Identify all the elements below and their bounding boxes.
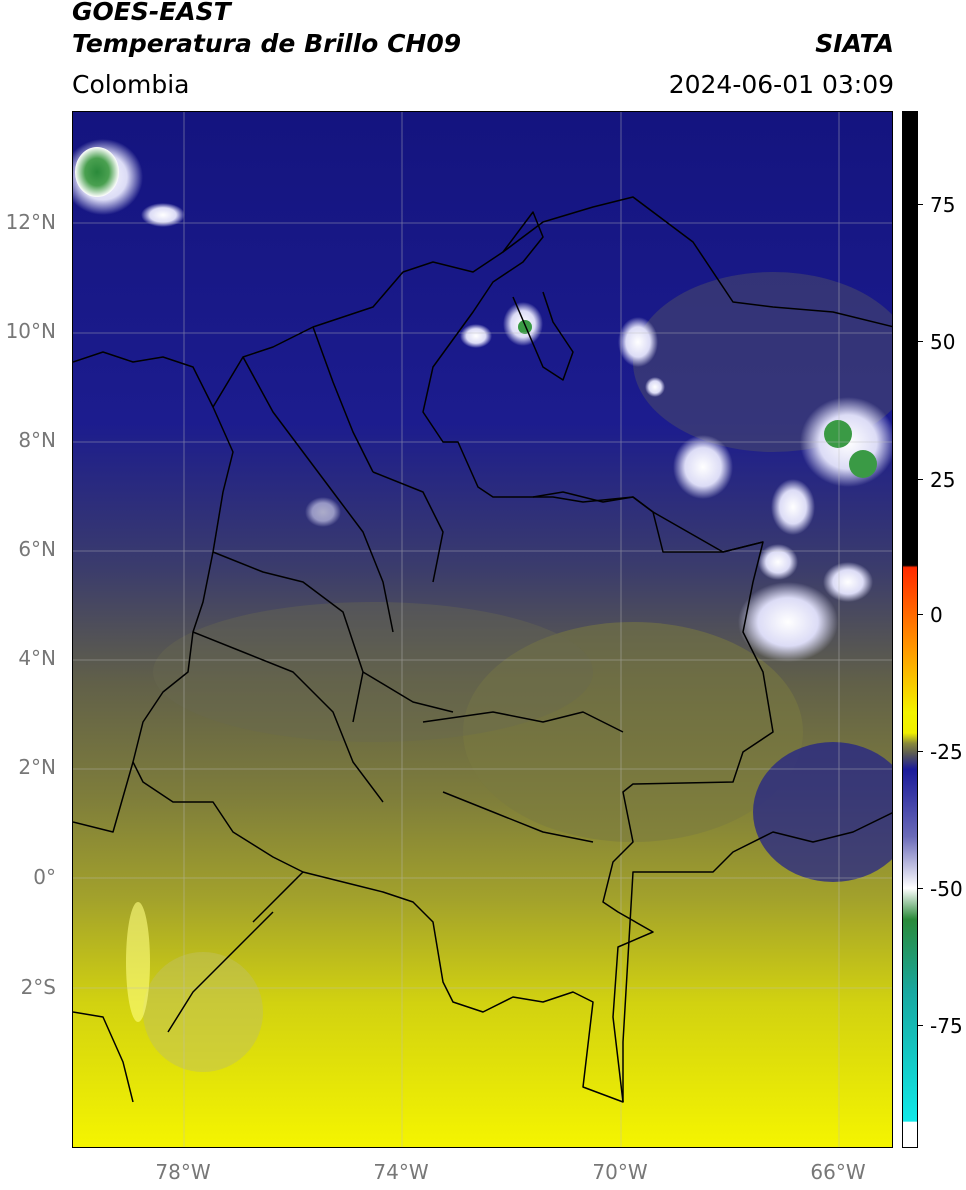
cloud-top (771, 479, 815, 535)
cloud-top (645, 377, 665, 397)
field-patch (753, 742, 892, 882)
colorbar-label: -75 (930, 1014, 963, 1038)
cloud-core (518, 320, 532, 334)
graticule (73, 112, 892, 1147)
cloud-top (673, 435, 733, 499)
lat-label: 2°N (18, 755, 56, 779)
lon-label: 66°W (810, 1160, 866, 1184)
brand-label: SIATA (815, 29, 894, 58)
cloud-top (141, 203, 185, 227)
colorbar-tick (917, 614, 923, 615)
satellite-name: GOES-EAST (72, 0, 231, 26)
lat-label: 6°N (18, 537, 56, 561)
map-panel[interactable] (72, 111, 893, 1148)
colorbar-label: -50 (930, 877, 963, 901)
lat-label: 2°S (20, 975, 56, 999)
cloud-core (75, 147, 119, 197)
colorbar (902, 111, 918, 1148)
warm-streak (126, 902, 150, 1022)
cloud-top (305, 497, 341, 527)
lat-label: 12°N (5, 210, 56, 234)
colorbar-label: 75 (930, 193, 956, 217)
colorbar-tick (917, 751, 923, 752)
colorbar-tick (917, 479, 923, 480)
cloud-top (738, 582, 838, 662)
colorbar-tick (917, 341, 923, 342)
field-patch (463, 622, 803, 842)
product-title: GOES-EAST Temperatura de Brillo CH09 (72, 0, 461, 60)
field-patch (143, 952, 263, 1072)
cloud-top (758, 544, 798, 580)
lat-label: 4°N (18, 646, 56, 670)
country-borders (73, 196, 892, 1103)
colorbar-label: 25 (930, 468, 956, 492)
cloud-top (618, 317, 658, 367)
colorbar-tick (917, 204, 923, 205)
colorbar-scale (903, 112, 917, 1147)
colorbar-label: 50 (930, 330, 956, 354)
lat-label: 10°N (5, 319, 56, 343)
channel-name: Temperatura de Brillo CH09 (72, 29, 462, 58)
datetime-label: 2024-06-01 03:09 (668, 70, 894, 99)
region-label: Colombia (72, 70, 190, 99)
lon-label: 74°W (373, 1160, 429, 1184)
cloud-top (823, 562, 873, 602)
map-image (73, 112, 892, 1147)
lat-label: 0° (33, 865, 56, 889)
colorbar-label: 0 (930, 603, 943, 627)
field-patch (153, 602, 593, 742)
colorbar-tick (917, 888, 923, 889)
lat-label: 8°N (18, 428, 56, 452)
cloud-core (824, 420, 852, 448)
colorbar-label: -25 (930, 740, 963, 764)
cloud-top (460, 324, 492, 348)
cloud-core (849, 450, 877, 478)
lon-label: 70°W (592, 1160, 648, 1184)
colorbar-tick (917, 1025, 923, 1026)
lon-label: 78°W (155, 1160, 211, 1184)
